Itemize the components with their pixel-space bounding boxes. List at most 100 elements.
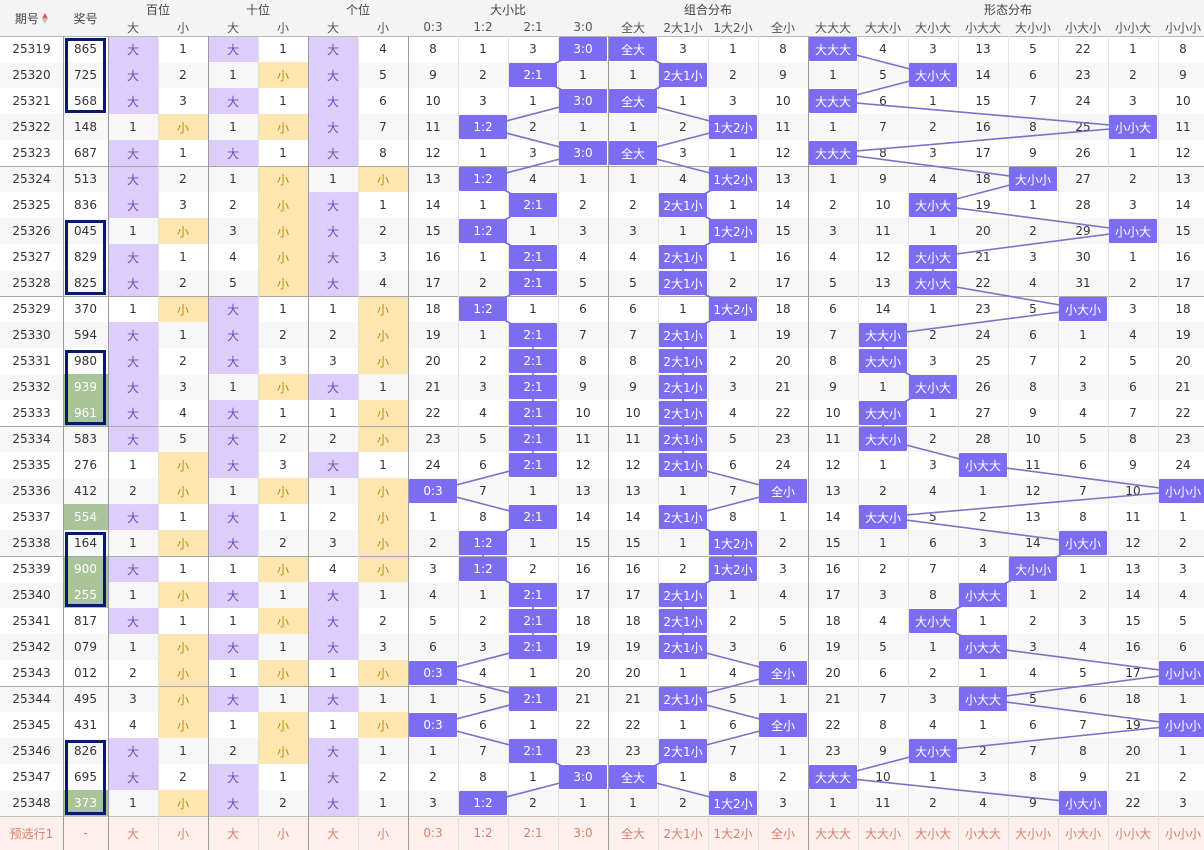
trend-cell: 3:0 (559, 141, 607, 165)
predict-cell[interactable]: 大小大 (908, 816, 958, 850)
trend-cell: 7 (1029, 94, 1037, 108)
trend-cell: 大小大 (909, 193, 957, 217)
trend-cell: 小大小 (1059, 791, 1107, 815)
trend-cell: 2 (629, 198, 637, 212)
trend-cell: 6 (629, 302, 637, 316)
trend-cell: 27 (1075, 172, 1091, 186)
trend-cell: 2大1小 (659, 245, 707, 269)
predict-cell[interactable]: 1:2 (458, 816, 508, 850)
trend-cell: 2 (379, 224, 387, 238)
trend-cell: 大大小 (859, 427, 907, 451)
trend-cell: 1 (279, 146, 287, 160)
predict-cell[interactable]: 大大大 (808, 816, 858, 850)
trend-cell: 小大小 (1059, 297, 1107, 321)
period-header[interactable]: 期号 ▲ ▼ (0, 0, 63, 36)
trend-cell: 16 (825, 562, 841, 576)
trend-cell: 1 (279, 302, 287, 316)
trend-cell: 7 (829, 328, 837, 342)
trend-cell: 1 (279, 640, 287, 654)
trend-cell: 小 (358, 504, 408, 530)
trend-cell: 11 (825, 432, 841, 446)
predict-cell[interactable]: 0:3 (408, 816, 458, 850)
trend-cell: 大大大 (809, 141, 857, 165)
grid-line (0, 296, 1204, 297)
trend-cell: 23 (575, 744, 591, 758)
trend-cell: 9 (879, 172, 887, 186)
trend-cell: 大 (208, 426, 258, 452)
predict-cell[interactable]: 大大小 (858, 816, 908, 850)
predict-cell[interactable]: 3:0 (558, 816, 608, 850)
predict-cell[interactable]: 全大 (608, 816, 658, 850)
trend-cell: 1 (1129, 42, 1137, 56)
predict-cell[interactable]: 小小小 (1158, 816, 1204, 850)
trend-cell: 大 (108, 374, 158, 400)
predict-cell[interactable]: 大 (208, 816, 258, 850)
period-cell: 25348 (12, 796, 51, 810)
award-frame (65, 38, 106, 113)
trend-cell: 大大小 (859, 323, 907, 347)
period-cell: 25330 (12, 328, 51, 342)
trend-cell: 12 (875, 250, 891, 264)
trend-cell: 4 (429, 588, 437, 602)
predict-cell[interactable]: 2大1小 (658, 816, 708, 850)
trend-cell: 9 (1029, 406, 1037, 420)
trend-cell: 2 (979, 744, 987, 758)
predict-cell[interactable]: 大 (308, 816, 358, 850)
trend-cell: 9 (1029, 796, 1037, 810)
predict-cell[interactable]: 小 (158, 816, 208, 850)
trend-cell: 大 (108, 348, 158, 374)
trend-cell: 小 (358, 478, 408, 504)
trend-cell: 14 (875, 302, 891, 316)
trend-cell: 20 (775, 354, 791, 368)
predict-cell[interactable]: 全小 (758, 816, 808, 850)
trend-cell: 3 (1129, 198, 1137, 212)
trend-cell: 小 (158, 530, 208, 556)
award-number: 583 (74, 432, 97, 446)
predict-cell[interactable]: 小 (358, 816, 408, 850)
trend-cell: 大 (208, 348, 258, 374)
period-cell: 25325 (12, 198, 51, 212)
grid-line (0, 686, 1204, 687)
grid-line (858, 18, 859, 850)
table-row (0, 556, 1204, 582)
predict-cell[interactable]: 小小大 (1108, 816, 1158, 850)
trend-cell: 6 (829, 302, 837, 316)
trend-cell: 3 (379, 640, 387, 654)
trend-cell: 1 (279, 94, 287, 108)
trend-cell: 大 (108, 764, 158, 790)
trend-cell: 1 (279, 770, 287, 784)
trend-cell: 8 (479, 770, 487, 784)
predict-cell[interactable]: 小大小 (1058, 816, 1108, 850)
predict-cell[interactable]: 2:1 (508, 816, 558, 850)
trend-cell: 大 (108, 270, 158, 296)
trend-cell: 1 (1179, 510, 1187, 524)
trend-cell: 1 (129, 458, 137, 472)
trend-cell: 大 (108, 192, 158, 218)
trend-cell: 3 (929, 354, 937, 368)
trend-cell: 15 (825, 536, 841, 550)
trend-cell: 31 (1075, 276, 1091, 290)
trend-cell: 0:3 (409, 661, 457, 685)
trend-cell: 小 (158, 114, 208, 140)
trend-cell: 14 (825, 510, 841, 524)
trend-cell: 大 (308, 374, 358, 400)
sub-header: 全小 (758, 18, 808, 36)
predict-cell[interactable]: 大小小 (1008, 816, 1058, 850)
table-row (0, 270, 1204, 296)
trend-cell: 3 (679, 146, 687, 160)
predict-cell[interactable]: 1大2小 (708, 816, 758, 850)
grid-line (1058, 18, 1059, 850)
grid-line (63, 0, 64, 850)
trend-cell: 2 (129, 666, 137, 680)
predict-cell[interactable]: 小 (258, 816, 308, 850)
period-cell: 25339 (12, 562, 51, 576)
period-cell: 25334 (12, 432, 51, 446)
predict-cell[interactable]: 大 (108, 816, 158, 850)
trend-cell: 7 (879, 692, 887, 706)
sort-arrow-icon[interactable]: ▲ ▼ (41, 11, 49, 25)
predict-cell[interactable]: 小大大 (958, 816, 1008, 850)
trend-cell: 16 (775, 250, 791, 264)
trend-cell: 1 (629, 120, 637, 134)
trend-cell: 3 (379, 250, 387, 264)
trend-cell: 1 (179, 328, 187, 342)
